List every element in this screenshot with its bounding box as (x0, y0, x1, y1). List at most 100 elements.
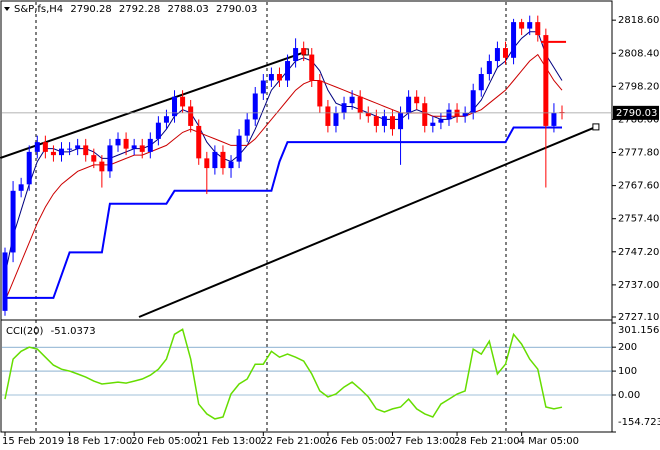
candle-body (252, 93, 258, 120)
close-value: 2790.03 (216, 4, 257, 15)
candle-body (381, 116, 387, 126)
candle-body (147, 138, 153, 152)
candle-body (365, 112, 371, 117)
candle-body (18, 184, 24, 191)
open-value: 2790.28 (70, 4, 111, 15)
candle-body (196, 125, 202, 159)
candle-body (535, 22, 541, 36)
candle-body (131, 145, 137, 149)
current-price-box (613, 105, 659, 120)
candle-body (430, 122, 436, 126)
candle-body (422, 103, 428, 126)
chart-header: S&P,fs,H4 2790.28 2792.28 2788.03 2790.0… (14, 4, 257, 15)
candle-body (502, 48, 508, 58)
x-tick-label: 15 Feb 2019 (2, 436, 64, 447)
y-tick-label: 200 (618, 342, 637, 353)
candle-body (155, 122, 161, 139)
y-tick-label: 2798.20 (618, 81, 659, 92)
candle-body (75, 145, 81, 149)
x-tick-label: 26 Feb 05:00 (325, 436, 391, 447)
candle-body (317, 80, 323, 107)
y-tick-label: 2727.10 (618, 312, 659, 323)
candle-body (325, 106, 331, 126)
candle-body (163, 116, 169, 123)
candle-body (511, 22, 517, 58)
candle-body (398, 112, 404, 130)
frame (0, 0, 613, 433)
candle-body (236, 135, 242, 162)
y-tick-label: 2757.40 (618, 214, 659, 225)
y-tick-label: 100 (618, 366, 637, 377)
candle-body (389, 116, 395, 130)
trend-anchor (592, 123, 600, 131)
candle-body (486, 61, 492, 75)
x-tick-label: 18 Feb 17:00 (67, 436, 133, 447)
candle-body (260, 80, 266, 94)
trend-line (0, 51, 306, 159)
y-tick-label: 2737.00 (618, 280, 659, 291)
candle-body (276, 74, 282, 81)
trend-line (138, 125, 597, 318)
candle-body (478, 74, 484, 91)
candle-body (115, 138, 121, 146)
current-price-label: 2790.03 (616, 108, 657, 119)
candle-body (543, 35, 549, 126)
candle-body (519, 22, 525, 29)
candle-body (10, 190, 16, 253)
candle-body (139, 145, 145, 152)
symbol: S&P,fs,H4 (14, 4, 63, 15)
candle-body (204, 158, 210, 169)
x-tick-label: 21 Feb 13:00 (196, 436, 262, 447)
candle-body (91, 155, 97, 162)
candle-body (220, 151, 226, 169)
x-tick-label: 22 Feb 21:00 (260, 436, 326, 447)
candle-body (107, 145, 113, 172)
high-value: 2792.28 (119, 4, 160, 15)
y-tick-label: 2818.60 (618, 15, 659, 26)
candle-body (285, 61, 291, 81)
y-tick-label: 2777.80 (618, 148, 659, 159)
plot-frame (0, 0, 613, 433)
candle-body (470, 90, 476, 113)
candle-body (2, 252, 8, 311)
y-tick-label: -154.7236 (618, 417, 660, 428)
candle-body (551, 112, 557, 126)
indicator-line (5, 126, 562, 299)
indicator-value: -51.0373 (51, 326, 96, 337)
candle-body (301, 48, 307, 55)
candle-body (59, 148, 65, 156)
candle-body (83, 145, 89, 156)
candle-body (172, 96, 178, 117)
candle-body (244, 119, 250, 136)
candle-body (349, 96, 355, 104)
candle-body (228, 161, 234, 169)
candle-body (446, 109, 452, 120)
candle-body (188, 106, 194, 126)
x-tick-label: 20 Feb 05:00 (131, 436, 197, 447)
candle-body (99, 161, 105, 172)
candle-body (268, 74, 274, 81)
y-tick-label: 0.00 (618, 390, 640, 401)
cci-line (4, 328, 563, 420)
x-tick-label: 27 Feb 13:00 (389, 436, 455, 447)
candle-body (341, 103, 347, 113)
indicator-line (4, 53, 563, 302)
candle-body (42, 142, 48, 152)
y-tick-label: 2808.40 (618, 48, 659, 59)
y-tick-label: 2767.60 (618, 181, 659, 192)
candle-body (50, 151, 56, 156)
y-tick-label: 2788.00 (618, 114, 659, 125)
candle-body (414, 96, 420, 104)
candle-body (373, 116, 379, 126)
candle-body (180, 96, 186, 107)
candle-body (527, 22, 533, 29)
candle-body (309, 54, 315, 81)
indicator-header: CCI(20) -51.0373 (6, 326, 96, 337)
candle-body (293, 48, 299, 62)
candle-body (34, 142, 40, 152)
candle-body (462, 112, 468, 117)
indicator-name: CCI(20) (6, 326, 44, 337)
x-tick-label: 4 Mar 05:00 (519, 436, 579, 447)
